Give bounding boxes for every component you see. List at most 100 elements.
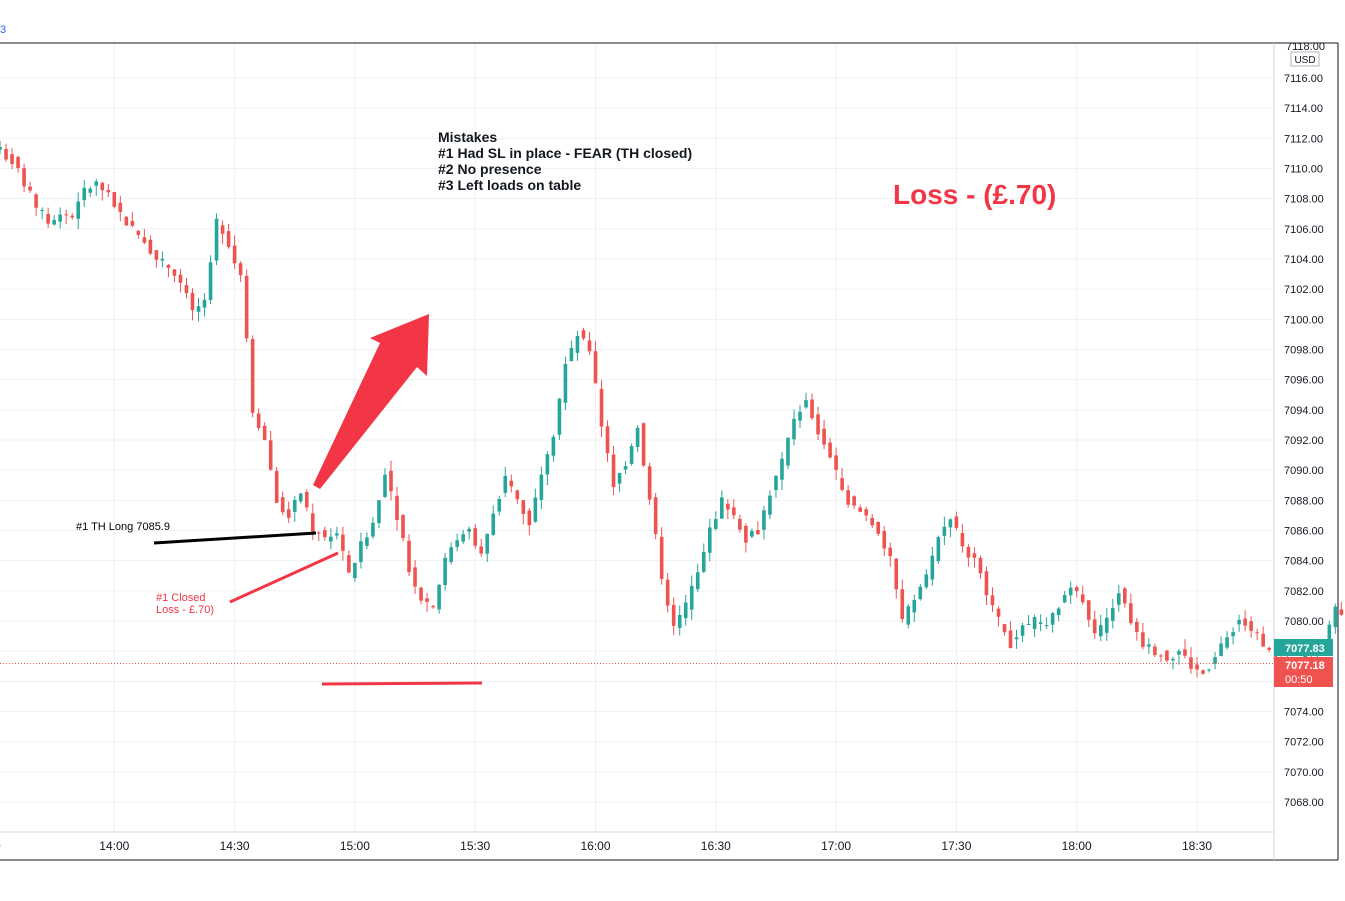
candle-body [214,218,219,261]
candle-body [244,275,249,339]
candle-body [527,510,532,526]
candle-body [497,499,502,512]
candle-body [401,514,405,539]
y-tick-label: 7088.00 [1284,495,1324,507]
candle-body [323,530,327,538]
candle-body [1231,632,1235,637]
closed-label-line2[interactable]: Loss - £.70) [156,604,214,616]
candle-body [906,606,911,625]
y-tick-label: 7080.00 [1284,616,1324,628]
th-long-label[interactable]: #1 TH Long 7085.9 [76,521,170,533]
x-tick-label: 14:00 [99,839,129,853]
candle-body [1201,670,1205,674]
candle-body [894,558,899,590]
mistake-item-1: #1 Had SL in place - FEAR (TH closed) [438,145,692,161]
candle-body [1044,625,1049,627]
candle-body [798,411,802,421]
candle-body [40,209,44,211]
candle-body [154,250,159,260]
candle-body [172,269,177,276]
candle-body [1135,621,1139,632]
candle-body [912,599,917,613]
candle-body [136,230,141,235]
candle-body [1038,622,1043,624]
candle-body [834,455,838,470]
candle-body [292,500,297,512]
candle-body [389,470,393,492]
candle-body [238,263,243,276]
candle-body [978,557,983,574]
candle-body [762,510,766,530]
last-price: 7077.18 [1285,660,1325,672]
candle-body [966,546,971,558]
candle-body [341,534,345,551]
target-line[interactable] [321,681,483,686]
candle-body [1008,630,1013,648]
candle-body [317,532,321,534]
candle-body [88,188,93,193]
y-tick-label: 7084.00 [1284,556,1324,568]
candle-body [1098,624,1103,637]
candle-body [1225,637,1229,648]
candle-body [94,181,99,186]
candle-body [335,533,339,536]
candle-body [479,546,484,554]
mistakes-title: Mistakes [438,129,497,145]
candle-body [359,541,363,563]
candle-body [864,509,868,516]
candle-body [377,500,381,524]
candle-body [1333,606,1338,628]
candle-body [1080,594,1085,603]
x-tick-label: 17:00 [821,839,851,853]
currency-badge[interactable] [1290,51,1320,67]
candle-body [298,493,303,502]
candle-body [1153,646,1157,656]
candle-body [268,440,273,470]
time-axis[interactable]: 30 14:00 14:30 15:00 15:30 16:00 16:30 17:00 17:… [0,839,1212,853]
candle-body [876,521,881,534]
candle-body [539,474,544,500]
y-tick-label: 7102.00 [1284,284,1324,296]
candle-body [810,399,814,419]
candle-body [695,572,700,590]
countdown: 00:50 [1285,674,1313,686]
candle-body [641,423,646,466]
candle-body [232,245,237,264]
candle-body [208,262,213,300]
loss-big-label[interactable]: Loss - (£.70) [893,179,1056,210]
candle-body [1171,658,1175,661]
closed-label-line1[interactable]: #1 Closed [156,592,206,604]
candle-body [274,471,279,503]
closed-line[interactable] [229,551,339,604]
candle-body [990,595,995,606]
candle-body [888,547,893,557]
candle-body [846,490,850,505]
candle-body [629,446,634,464]
candle-body [1237,619,1241,625]
candle-body [16,156,20,169]
candle-body [587,340,592,352]
x-tick-label: 16:30 [701,839,731,853]
candle-body [112,192,117,207]
th-long-line[interactable] [153,531,317,545]
candle-body [1255,632,1259,634]
candle-body [1050,613,1055,625]
x-tick-label: 14:30 [220,839,250,853]
candle-body [1123,588,1127,604]
mistakes-note[interactable]: Mistakes #1 Had SL in place - FEAR (TH c… [438,129,692,193]
candle-body [960,532,965,547]
candle-body [611,454,616,488]
candle-body [64,214,68,216]
candle-body [732,507,736,516]
arrow-shape[interactable] [313,314,429,489]
candle-body [371,522,375,537]
candle-body [515,490,520,500]
candle-body [738,518,742,530]
candle-body [816,414,820,435]
price-axis[interactable]: 7068.007070.007072.007074.007076.007078.… [1284,41,1325,809]
candle-body [58,214,62,222]
y-tick-label: 7072.00 [1284,737,1324,749]
candle-body [4,148,8,160]
